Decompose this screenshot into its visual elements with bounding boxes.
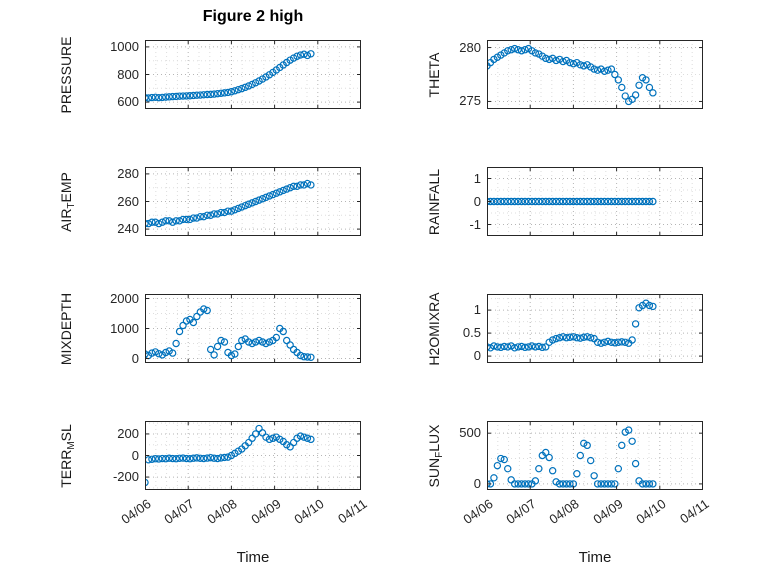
y-axis-label-terrmsl: TERRMSL (57, 366, 77, 546)
y-axis-label-text: SL (58, 423, 74, 441)
x-tick-label: 04/07 (161, 496, 197, 527)
x-axis-label-right: Time (578, 549, 612, 566)
subplot-sunflux (487, 421, 703, 490)
plot-background (487, 294, 703, 363)
y-tick-label: -1 (469, 216, 481, 232)
x-tick-label: 04/09 (247, 496, 284, 527)
y-tick-label: 280 (459, 39, 481, 55)
axes-box (487, 421, 703, 490)
data-points-sunflux (487, 426, 657, 488)
subplot-rainfall (487, 167, 703, 236)
y-tick-label: 200 (117, 425, 139, 441)
x-tick-label: 04/09 (589, 496, 626, 527)
x-axis-label-left: Time (236, 549, 270, 566)
y-tick-label: 275 (459, 93, 481, 109)
y-axis-label-text: SUN (426, 457, 442, 487)
y-tick-label: 1 (473, 170, 481, 186)
axes-box (487, 167, 703, 236)
y-tick-label: 500 (459, 425, 481, 441)
y-axis-label-subscript: F (434, 451, 445, 458)
subplot-h2omixra (487, 294, 703, 363)
y-tick-label: 0.5 (462, 325, 481, 341)
y-tick-label: -200 (112, 469, 139, 485)
y-axis-label-text: LUX (426, 424, 442, 452)
data-points-h2omixra (487, 299, 657, 352)
axes-box (145, 421, 361, 490)
y-axis-label-text: AIR (58, 208, 74, 232)
x-tick-label: 04/08 (546, 496, 582, 527)
y-tick-label: 600 (117, 94, 139, 110)
x-tick-label: 04/08 (204, 496, 240, 527)
data-points-terrmsl (145, 424, 315, 487)
y-tick-label: 1000 (110, 320, 139, 336)
x-tick-label: 04/11 (677, 496, 712, 527)
axes-box (145, 40, 361, 109)
y-tick-label: 280 (117, 165, 139, 181)
y-tick-label: 0 (131, 447, 139, 463)
x-tick-label: 04/11 (335, 496, 370, 527)
axes-box (487, 294, 703, 363)
data-points-mixdepth (145, 305, 315, 362)
x-tick-label: 04/07 (503, 496, 539, 527)
subplot-mixdepth (145, 294, 361, 363)
y-axis-label-text: EMP (58, 171, 74, 202)
y-tick-label: 0 (473, 348, 481, 364)
x-tick-label: 04/06 (118, 496, 154, 527)
y-tick-label: 260 (117, 193, 139, 209)
y-axis-label-text: RAINFALL (426, 168, 442, 235)
x-tick-label: 04/10 (291, 496, 327, 527)
y-tick-label: 240 (117, 221, 139, 237)
y-tick-label: 2000 (110, 290, 139, 306)
y-axis-label-subscript: T (66, 201, 77, 209)
data-points-airtemp (145, 179, 315, 228)
plot-background (487, 421, 703, 490)
subplot-terrmsl (145, 421, 361, 490)
axes-box (145, 294, 361, 363)
data-points-theta (487, 44, 657, 106)
y-axis-label-text: THETA (426, 52, 442, 97)
y-axis-label-sunflux: SUNFLUX (425, 366, 445, 546)
y-tick-label: 0 (473, 475, 481, 491)
axes-box (487, 40, 703, 109)
subplot-airtemp (145, 167, 361, 236)
y-tick-label: 0 (131, 350, 139, 366)
y-tick-label: 1000 (110, 38, 139, 54)
y-tick-label: 1 (473, 302, 481, 318)
y-axis-label-text: TERR (58, 449, 74, 488)
y-axis-label-text: PRESSURE (58, 35, 74, 114)
x-tick-label: 04/10 (633, 496, 669, 527)
x-tick-label: 04/06 (460, 496, 496, 527)
figure-title: Figure 2 high (202, 8, 304, 25)
data-points-pressure (145, 50, 315, 102)
subplot-pressure (145, 40, 361, 109)
axes-box (145, 167, 361, 236)
subplot-theta (487, 40, 703, 109)
y-axis-label-text: MIXDEPTH (58, 292, 74, 365)
y-axis-label-subscript: M (66, 440, 77, 450)
y-axis-label-text: H2OMIXRA (426, 291, 442, 366)
y-tick-label: 800 (117, 66, 139, 82)
y-tick-label: 0 (473, 193, 481, 209)
